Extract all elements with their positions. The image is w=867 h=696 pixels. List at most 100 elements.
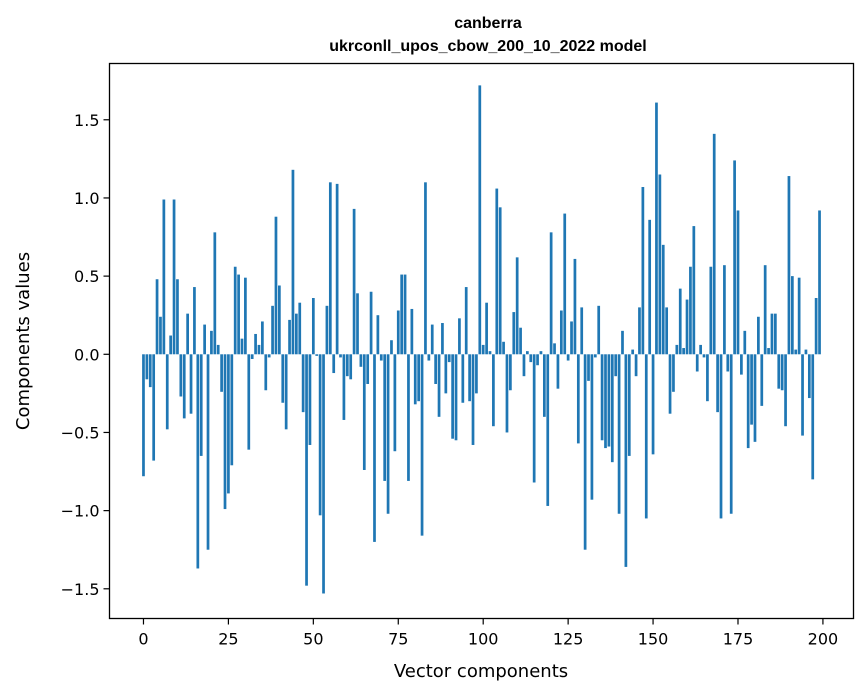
bar-7 — [165, 354, 169, 430]
bar-4 — [155, 279, 159, 355]
bar-116 — [536, 354, 539, 366]
bar-88 — [441, 323, 444, 355]
bar-10 — [176, 279, 179, 355]
bar-178 — [746, 354, 750, 449]
bar-8 — [169, 335, 173, 355]
bar-174 — [733, 160, 736, 355]
bar-170 — [719, 354, 723, 519]
bar-185 — [770, 313, 774, 355]
bar-147 — [641, 187, 645, 355]
bar-14 — [189, 354, 193, 414]
bar-15 — [193, 287, 196, 355]
bar-143 — [627, 354, 631, 456]
bar-66 — [366, 354, 370, 384]
bar-97 — [471, 354, 475, 445]
bar-92 — [454, 354, 458, 441]
bar-144 — [631, 349, 635, 355]
bar-197 — [811, 354, 815, 480]
bar-55 — [328, 182, 332, 355]
x-tick-label-25: 25 — [218, 630, 238, 649]
bar-153 — [661, 244, 665, 355]
bar-21 — [213, 232, 217, 355]
bar-161 — [689, 266, 692, 355]
bar-83 — [424, 182, 427, 355]
bar-182 — [760, 354, 764, 406]
bar-160 — [685, 299, 689, 355]
bar-118 — [542, 354, 546, 417]
x-axis-ticks: 0 25 50 75 100 125 150 175 200 — [138, 618, 839, 649]
bar-132 — [590, 354, 594, 500]
bar-59 — [342, 354, 346, 420]
bar-131 — [587, 354, 590, 381]
y-tick-label-0: −1.5 — [61, 580, 100, 599]
bar-22 — [216, 344, 220, 355]
bar-35 — [261, 321, 264, 355]
bar-11 — [179, 354, 183, 397]
bar-95 — [464, 287, 468, 355]
bar-187 — [777, 354, 781, 389]
bar-198 — [814, 298, 818, 355]
bar-40 — [278, 285, 281, 355]
bar-186 — [774, 313, 777, 355]
bar-107 — [505, 354, 509, 433]
bar-13 — [186, 313, 189, 355]
y-tick-label-1: −1.0 — [61, 502, 100, 521]
bar-53 — [322, 354, 325, 594]
bar-20 — [210, 330, 213, 355]
plot-frame — [108, 62, 855, 620]
bar-139 — [614, 354, 618, 377]
bar-25 — [227, 354, 230, 494]
bar-108 — [509, 354, 512, 391]
bar-145 — [634, 354, 638, 377]
bar-46 — [298, 302, 302, 355]
bar-137 — [607, 354, 611, 447]
bar-87 — [437, 354, 441, 417]
bar-121 — [553, 343, 556, 355]
bar-series — [142, 85, 821, 594]
y-tick-label-2: −0.5 — [61, 423, 100, 442]
bar-38 — [271, 305, 274, 355]
x-tick-label-200: 200 — [808, 630, 839, 649]
bar-196 — [807, 354, 811, 399]
bar-150 — [651, 354, 655, 455]
bar-149 — [648, 219, 652, 355]
bar-152 — [658, 174, 662, 355]
bar-68 — [373, 354, 376, 542]
bar-91 — [451, 354, 454, 439]
bar-47 — [301, 354, 305, 413]
bar-96 — [468, 354, 471, 402]
bar-112 — [522, 354, 526, 377]
bar-155 — [668, 354, 672, 414]
bar-17 — [199, 354, 203, 456]
bar-50 — [311, 298, 315, 355]
bar-122 — [556, 354, 560, 389]
y-tick-label-4: 0.5 — [74, 267, 99, 286]
bar-82 — [420, 354, 424, 536]
bar-54 — [325, 305, 329, 355]
bar-154 — [665, 307, 669, 355]
bar-130 — [583, 354, 587, 550]
bar-124 — [563, 213, 567, 355]
bar-140 — [617, 354, 621, 514]
bar-84 — [427, 354, 431, 361]
y-tick-label-6: 1.5 — [74, 111, 99, 130]
bar-64 — [359, 354, 363, 367]
y-axis-label: Components values — [13, 252, 34, 430]
bar-117 — [539, 351, 543, 355]
bar-133 — [593, 354, 597, 358]
x-tick-label-75: 75 — [388, 630, 408, 649]
bar-105 — [498, 207, 502, 355]
bar-156 — [672, 354, 675, 392]
x-tick-label-150: 150 — [638, 630, 669, 649]
bar-70 — [379, 354, 383, 361]
bar-41 — [281, 354, 285, 403]
bar-190 — [787, 176, 791, 355]
bar-33 — [254, 333, 257, 355]
bar-175 — [736, 210, 740, 355]
bar-167 — [709, 266, 713, 355]
bar-169 — [716, 354, 719, 413]
bar-56 — [332, 354, 336, 374]
bar-163 — [695, 354, 699, 372]
bar-151 — [655, 102, 658, 355]
x-tick-label-100: 100 — [468, 630, 499, 649]
